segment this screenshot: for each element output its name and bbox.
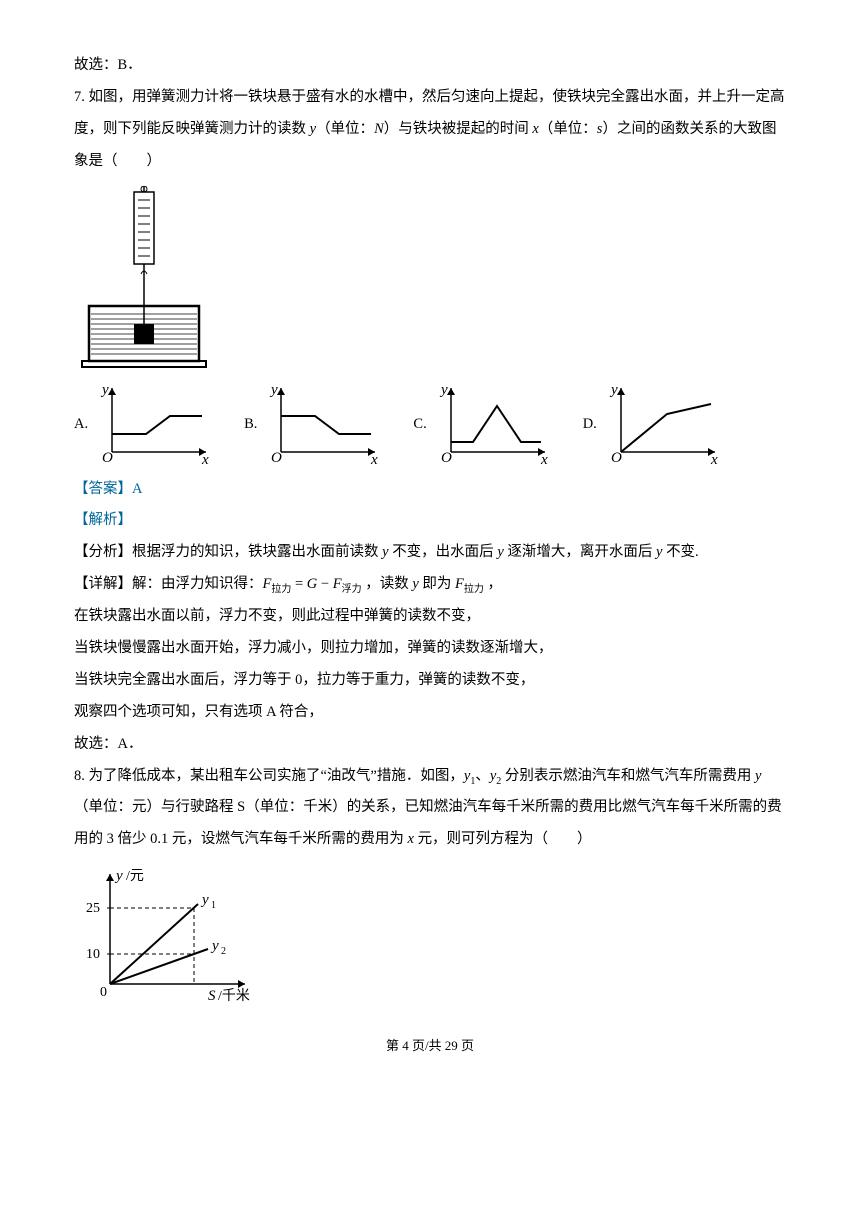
q7-detail1: 【详解】解：由浮力知识得：F拉力 = G − F浮力 ，读数 y 即为 F拉力 …	[74, 569, 786, 601]
svg-text:x: x	[370, 452, 378, 468]
option-letter-A: A.	[74, 409, 88, 441]
svg-text:25: 25	[86, 901, 100, 916]
q7-stem: 7. 如图，用弹簧测力计将一铁块悬于盛有水的水槽中，然后匀速向上提起，使铁块完全…	[74, 82, 786, 178]
q7-option-C: C. O x y	[413, 382, 552, 468]
option-C-chart: O x y	[433, 382, 553, 468]
svg-text:O: O	[441, 450, 452, 466]
svg-text:O: O	[271, 450, 282, 466]
svg-text:O: O	[611, 450, 622, 466]
option-letter-B: B.	[244, 409, 257, 441]
q7-detail2: 在铁块露出水面以前，浮力不变，则此过程中弹簧的读数不变，	[74, 601, 786, 633]
svg-text:y: y	[200, 892, 209, 908]
answer-label: 【答案】	[74, 481, 132, 497]
q7-options-row: A. O x y B. O x y C.	[74, 382, 786, 468]
q7-option-D: D. O x y	[583, 382, 723, 468]
q8-stem: 8. 为了降低成本，某出租车公司实施了“油改气”措施．如图，y1、y2 分别表示…	[74, 761, 786, 857]
answer-value: A	[132, 481, 142, 497]
q7-option-B: B. O x y	[244, 382, 383, 468]
svg-text:y: y	[439, 382, 448, 398]
q7-detail4: 当铁块完全露出水面后，浮力等于 0，拉力等于重力，弹簧的读数不变，	[74, 665, 786, 697]
q8-chart: y /元 S /千米 0 25 10 y 1 y 2	[80, 864, 786, 1004]
svg-text:y: y	[114, 868, 123, 884]
q7-detail3: 当铁块慢慢露出水面开始，浮力减小，则拉力增加，弹簧的读数逐渐增大，	[74, 633, 786, 665]
svg-text:10: 10	[86, 947, 100, 962]
svg-text:/元: /元	[126, 869, 144, 884]
svg-text:O: O	[102, 450, 113, 466]
option-D-chart: O x y	[603, 382, 723, 468]
option-letter-D: D.	[583, 409, 597, 441]
q7-answer: 【答案】A	[74, 474, 786, 506]
svg-text:2: 2	[221, 946, 226, 957]
q7-detail6: 故选：A．	[74, 729, 786, 761]
option-B-chart: O x y	[263, 382, 383, 468]
option-letter-C: C.	[413, 409, 426, 441]
svg-text:y: y	[269, 382, 278, 398]
svg-text:x: x	[540, 452, 548, 468]
q7-apparatus	[74, 186, 786, 376]
q7-analysis-heading: 【分析】根据浮力的知识，铁块露出水面前读数 y 不变，出水面后 y 逐渐增大，离…	[74, 537, 786, 569]
svg-text:y: y	[210, 938, 219, 954]
page-footer: 第 4 页/共 29 页	[74, 1032, 786, 1061]
svg-text:0: 0	[100, 985, 107, 1000]
svg-text:y: y	[100, 382, 109, 398]
option-A-chart: O x y	[94, 382, 214, 468]
svg-text:x: x	[201, 452, 209, 468]
svg-text:y: y	[609, 382, 618, 398]
q7-detail5: 观察四个选项可知，只有选项 A 符合，	[74, 697, 786, 729]
svg-text:1: 1	[211, 900, 216, 911]
q7-analysis-label: 【解析】	[74, 505, 786, 537]
svg-text:S: S	[208, 988, 216, 1004]
q7-option-A: A. O x y	[74, 382, 214, 468]
prev-answer-line: 故选：B．	[74, 50, 786, 82]
svg-text:x: x	[710, 452, 718, 468]
svg-text:/千米: /千米	[218, 988, 250, 1004]
